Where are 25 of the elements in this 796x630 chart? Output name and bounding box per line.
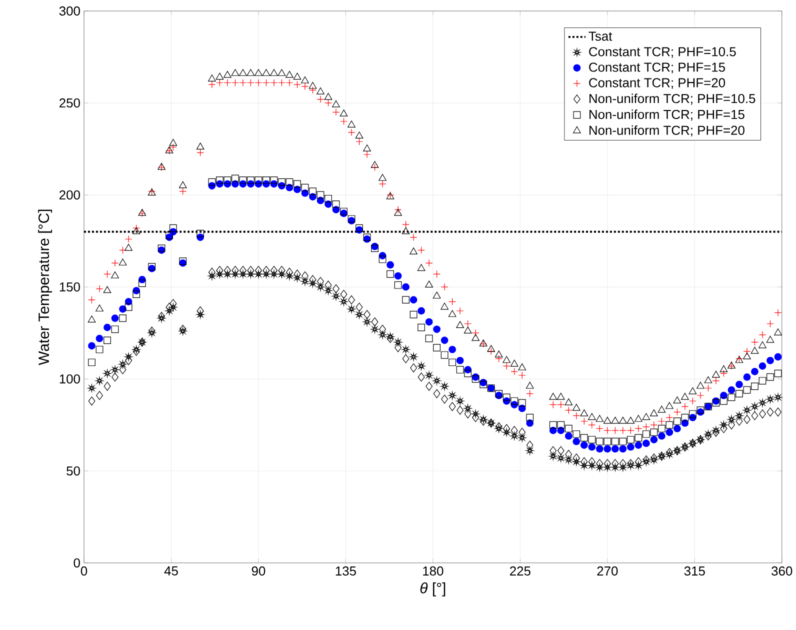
legend-label: Constant TCR; PHF=10.5 [589, 47, 736, 58]
legend-label: Non-uniform TCR; PHF=10.5 [590, 94, 756, 105]
x-tick-label: 225 [510, 566, 530, 576]
y-tick-label: 300 [59, 6, 80, 16]
legend-label: Tsat [588, 32, 612, 41]
x-tick-label: 180 [423, 566, 444, 576]
x-tick-label: 0 [80, 566, 88, 576]
legend-label: Non-uniform TCR; PHF=20 [590, 125, 744, 136]
y-tick-label: 0 [74, 558, 80, 568]
x-tick-label: 270 [597, 566, 618, 576]
x-tick-label: 45 [164, 566, 178, 576]
x-tick-label: 90 [252, 566, 266, 576]
y-tick-label: 250 [60, 98, 80, 108]
y-tick-label: 50 [66, 466, 80, 476]
y-tick-label: 150 [60, 282, 80, 292]
x-axis-title: θ [°] [420, 582, 446, 596]
y-axis-title: Water Temperature [°C] [38, 210, 52, 366]
legend-label: Constant TCR; PHF=15 [589, 62, 725, 74]
legend-label: Non-uniform TCR; PHF=15 [590, 110, 744, 121]
legend-label: Constant TCR; PHF=20 [589, 78, 726, 89]
y-tick-label: 100 [60, 374, 80, 384]
x-tick-label: 360 [772, 566, 792, 576]
x-tick-label: 135 [336, 566, 356, 576]
y-tick-label: 200 [60, 190, 80, 200]
x-tick-label: 315 [684, 566, 705, 576]
